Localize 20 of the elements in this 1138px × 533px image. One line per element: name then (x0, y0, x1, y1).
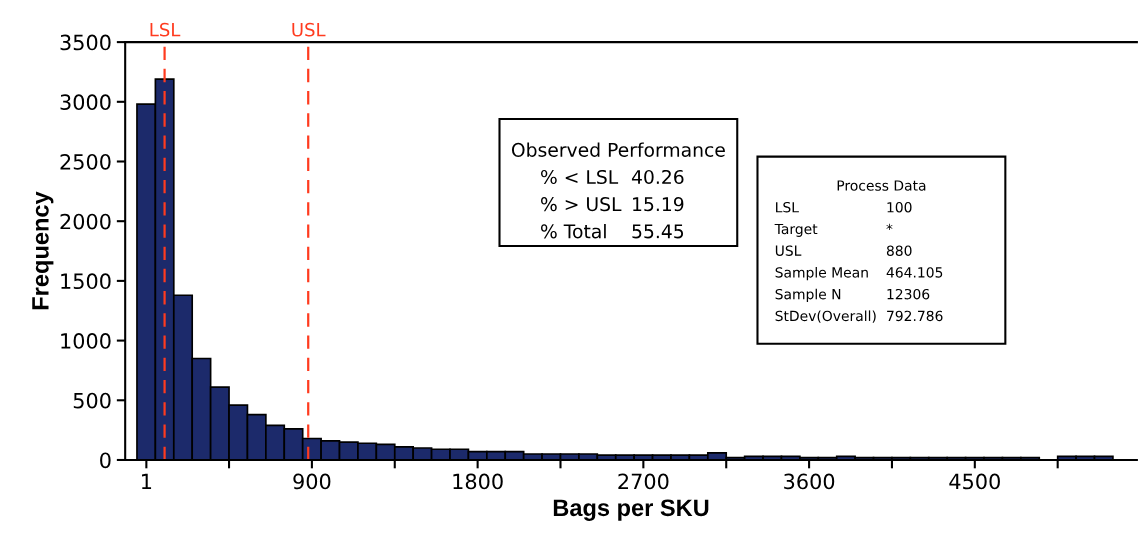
y-tick-label: 3500 (60, 34, 111, 51)
x-tick-label: 3600 (784, 473, 835, 490)
ref-line-label: LSL (150, 22, 181, 37)
x-tick-label: 900 (293, 473, 331, 490)
y-tick-label: 0 (100, 452, 111, 469)
y-tick-label: 2500 (60, 153, 111, 170)
y-tick-label: 500 (73, 392, 111, 409)
text: Process Data LSL 100 Target * USL 880 Sample Mean 464.105 Sample N 12306 StDev(Overall) 792.786 (774, 180, 943, 323)
text: Observed Performance % < LSL 40.26 % > USL 15.19 % Total 55.45 (511, 142, 725, 239)
x-axis-title: Bags per SKU (553, 499, 709, 521)
ref-line-label: USL (292, 22, 326, 37)
y-tick-label: 2000 (60, 213, 111, 230)
y-tick-label: 3000 (60, 94, 111, 111)
x-tick-label: 1 (142, 473, 152, 489)
y-axis-title: Frequency (32, 191, 54, 310)
x-tick-label: 2700 (618, 473, 669, 490)
y-tick-label: 1500 (61, 273, 111, 290)
x-tick-label: 1800 (453, 473, 503, 490)
x-tick-label: 4500 (949, 473, 1000, 490)
y-tick-label: 1000 (61, 333, 111, 349)
